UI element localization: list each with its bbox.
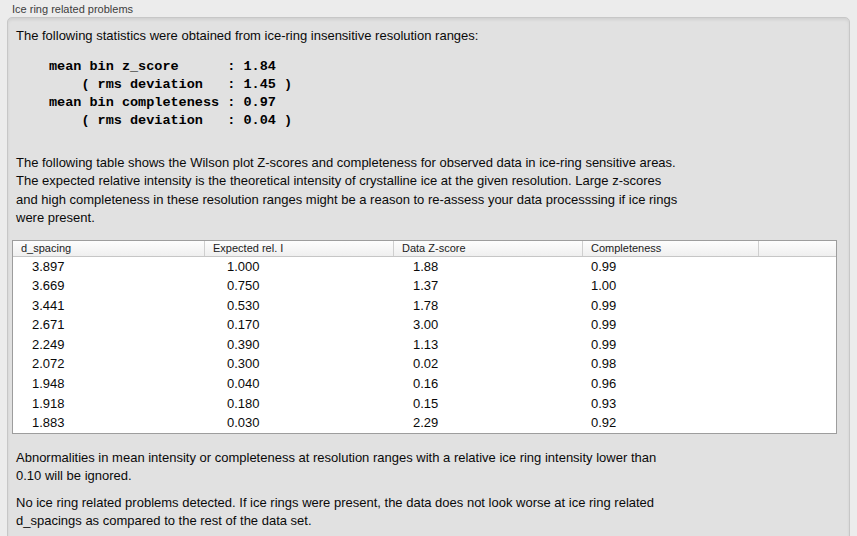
table-cell: 1.948: [13, 374, 204, 394]
table-cell: 1.37: [393, 276, 582, 296]
table-header: d_spacingExpected rel. IData Z-scoreComp…: [13, 241, 836, 257]
footnote-text: Abnormalities in mean intensity or compl…: [16, 449, 849, 486]
table-cell: 0.390: [204, 335, 393, 355]
table-cell: 0.300: [204, 354, 393, 374]
table-cell: 0.99: [582, 257, 758, 277]
table-cell: 0.96: [582, 374, 758, 394]
table-row[interactable]: 2.0720.3000.020.98: [13, 354, 836, 374]
table-cell: 0.99: [582, 296, 758, 316]
table-cell: 3.00: [393, 315, 582, 335]
column-header-completeness[interactable]: Completeness: [582, 241, 758, 256]
table-cell: 0.99: [582, 335, 758, 355]
intro-text: The following statistics were obtained f…: [16, 27, 849, 46]
table-cell: 2.249: [13, 335, 204, 355]
table-cell: 1.883: [13, 413, 204, 433]
conclusion-text: No ice ring related problems detected. I…: [16, 494, 849, 531]
table-cell: 0.180: [204, 394, 393, 414]
table-row[interactable]: 1.9180.1800.150.93: [13, 394, 836, 414]
table-row[interactable]: 3.8971.0001.880.99: [13, 257, 836, 277]
table-cell: 2.29: [393, 413, 582, 433]
table-cell: 0.99: [582, 315, 758, 335]
table-cell: 0.040: [204, 374, 393, 394]
table-cell: 2.671: [13, 315, 204, 335]
ice-ring-panel: The following statistics were obtained f…: [7, 17, 850, 536]
table-cell: 1.78: [393, 296, 582, 316]
table-body: 3.8971.0001.880.993.6690.7501.371.003.44…: [13, 257, 836, 433]
table-row[interactable]: 3.4410.5301.780.99: [13, 296, 836, 316]
table-cell: 2.072: [13, 354, 204, 374]
table-cell: 1.00: [582, 276, 758, 296]
table-row[interactable]: 3.6690.7501.371.00: [13, 276, 836, 296]
table-cell: 1.000: [204, 257, 393, 277]
column-header-data-z-score[interactable]: Data Z-score: [393, 241, 582, 256]
column-header-d-spacing[interactable]: d_spacing: [13, 241, 204, 256]
table-row[interactable]: 2.6710.1703.000.99: [13, 315, 836, 335]
table-cell: 0.030: [204, 413, 393, 433]
table-cell: 1.88: [393, 257, 582, 277]
table-row[interactable]: 2.2490.3901.130.99: [13, 335, 836, 355]
table-cell: 0.92: [582, 413, 758, 433]
column-header-filler: [758, 241, 836, 256]
ice-ring-table: d_spacingExpected rel. IData Z-scoreComp…: [12, 240, 837, 434]
table-cell: 3.897: [13, 257, 204, 277]
column-header-expected-rel-i[interactable]: Expected rel. I: [204, 241, 393, 256]
table-cell: 0.15: [393, 394, 582, 414]
group-box-title: Ice ring related problems: [12, 3, 133, 16]
table-cell: 0.02: [393, 354, 582, 374]
table-row[interactable]: 1.8830.0302.290.92: [13, 413, 836, 433]
table-description: The following table shows the Wilson plo…: [16, 154, 849, 228]
table-cell: 3.669: [13, 276, 204, 296]
table-row[interactable]: 1.9480.0400.160.96: [13, 374, 836, 394]
table-cell: 0.93: [582, 394, 758, 414]
table-cell: 0.170: [204, 315, 393, 335]
table-cell: 1.13: [393, 335, 582, 355]
table-cell: 0.16: [393, 374, 582, 394]
table-cell: 0.750: [204, 276, 393, 296]
table-cell: 1.918: [13, 394, 204, 414]
table-cell: 3.441: [13, 296, 204, 316]
table-cell: 0.98: [582, 354, 758, 374]
table-cell: 0.530: [204, 296, 393, 316]
stats-block: mean bin z_score : 1.84 ( rms deviation …: [49, 58, 849, 130]
